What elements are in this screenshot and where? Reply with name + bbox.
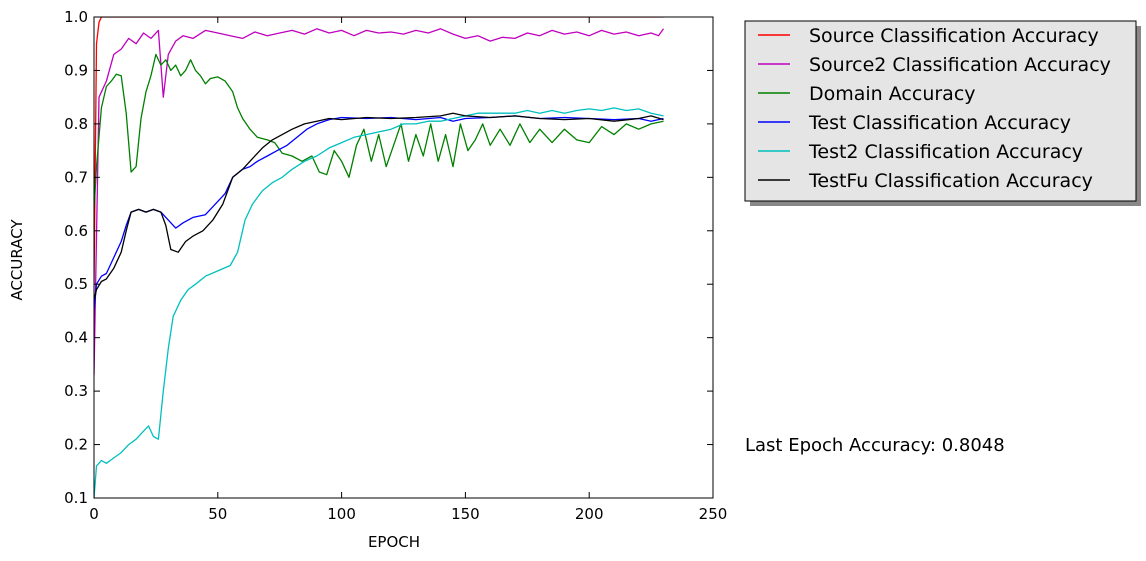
y-tick-label: 0.3 bbox=[64, 382, 88, 400]
y-tick-label: 0.5 bbox=[64, 275, 88, 293]
series-line-6 bbox=[94, 112, 664, 301]
legend-label: TestFu Classification Accuracy bbox=[808, 170, 1093, 192]
legend-items: Source Classification Accuracy Source2 Cl… bbox=[758, 25, 1111, 192]
legend-label: Test2 Classification Accuracy bbox=[808, 141, 1083, 163]
y-tick-label: 0.6 bbox=[64, 222, 88, 240]
x-tick-label: 250 bbox=[699, 505, 728, 523]
y-tick-label: 0.8 bbox=[64, 115, 88, 133]
legend-label: Source2 Classification Accuracy bbox=[809, 54, 1111, 76]
legend-label: Domain Accuracy bbox=[809, 83, 976, 105]
legend-box bbox=[744, 20, 1137, 202]
series-layer bbox=[94, 17, 665, 498]
plot-area bbox=[94, 17, 713, 498]
y-tick-label: 0.7 bbox=[64, 168, 88, 186]
x-tick-label: 0 bbox=[89, 505, 99, 523]
series-line-2 bbox=[94, 28, 665, 376]
x-ticks: 0 50 100 150 200 250 bbox=[89, 17, 727, 523]
x-tick-label: 200 bbox=[575, 505, 604, 523]
plot-frame bbox=[93, 16, 714, 499]
legend-label: Test Classification Accuracy bbox=[808, 112, 1071, 134]
legend: Source Classification Accuracy Source2 Cl… bbox=[744, 20, 1141, 206]
x-axis-label: EPOCH bbox=[368, 533, 420, 551]
y-axis-label: ACCURACY bbox=[8, 219, 26, 301]
x-tick-label: 150 bbox=[451, 505, 480, 523]
y-ticks: 0.1 0.2 0.3 0.4 0.5 0.6 0.7 0.8 0.9 1.0 bbox=[64, 8, 713, 507]
y-tick-label: 0.9 bbox=[64, 61, 88, 79]
y-tick-label: 0.4 bbox=[64, 329, 88, 347]
y-tick-label: 1.0 bbox=[64, 8, 88, 26]
legend-label: Source Classification Accuracy bbox=[809, 25, 1099, 47]
y-tick-label: 0.1 bbox=[64, 489, 88, 507]
y-tick-label: 0.2 bbox=[64, 436, 88, 454]
series-line-3 bbox=[94, 53, 664, 210]
series-line-5 bbox=[94, 107, 664, 498]
last-epoch-annotation: Last Epoch Accuracy: 0.8048 bbox=[745, 435, 1005, 456]
x-tick-label: 50 bbox=[208, 505, 227, 523]
x-tick-label: 100 bbox=[327, 505, 356, 523]
